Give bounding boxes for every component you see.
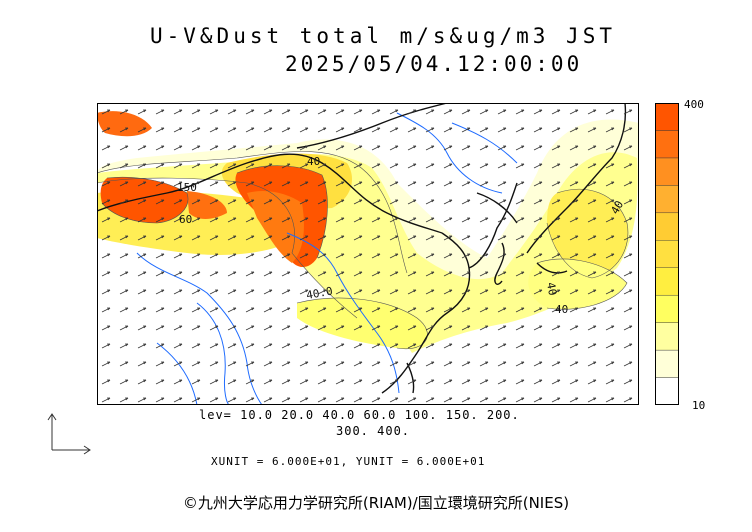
contour-label: 60 [179, 213, 192, 226]
contour-label: 40 [307, 155, 320, 168]
colorbar-max-label: 400 [684, 98, 704, 111]
colorbar-step [655, 212, 679, 241]
colorbar-min-label: 10 [692, 399, 706, 412]
chart-title: U-V&Dust total m/s&ug/m3 JST [149, 24, 616, 48]
colorbar-step [655, 157, 679, 186]
contour-label: 40 [555, 303, 568, 316]
contour-levels-line2: 300. 400. [336, 424, 411, 438]
dust-map: 150 60 40 40.0 40 40 40 [97, 103, 639, 405]
reference-vector [47, 413, 91, 455]
contour-label: 40.0 [305, 285, 333, 302]
contour-levels-line1: lev= 10.0 20.0 40.0 60.0 100. 150. 200. [199, 408, 520, 422]
chart-timestamp: 2025/05/04.12:00:00 [285, 52, 583, 76]
colorbar-step [655, 377, 679, 405]
colorbar-step [655, 294, 679, 323]
colorbar-step [655, 130, 679, 159]
colorbar-step [655, 185, 679, 214]
colorbar-step [655, 103, 679, 131]
colorbar-step [655, 267, 679, 296]
contour-label: 150 [177, 181, 197, 194]
contour-label: 40 [608, 199, 626, 217]
vector-units: XUNIT = 6.000E+01, YUNIT = 6.000E+01 [211, 455, 486, 468]
colorbar-step [655, 240, 679, 268]
colorbar [655, 103, 679, 405]
colorbar-step [655, 349, 679, 378]
colorbar-step [655, 322, 679, 351]
contour-label-group: 150 60 40 40.0 40 40 40 [177, 155, 626, 316]
contour-label: 40 [544, 281, 559, 296]
copyright-credit: ©九州大学応用力学研究所(RIAM)/国立環境研究所(NIES) [182, 494, 570, 512]
